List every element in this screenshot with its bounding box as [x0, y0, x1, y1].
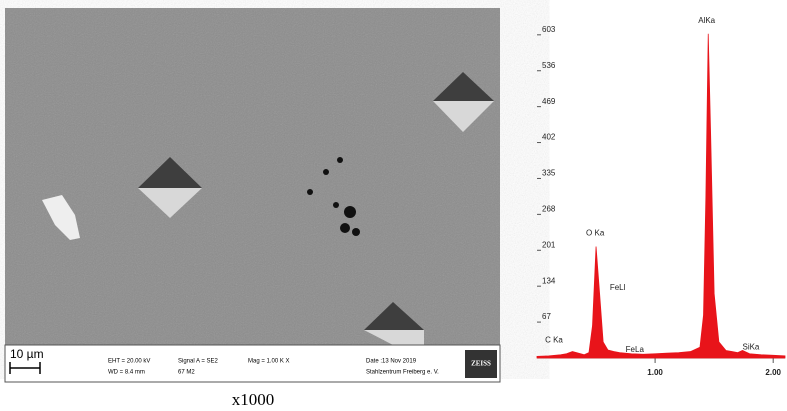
peak-label: AlKa: [698, 16, 715, 25]
caption: x1000: [232, 390, 275, 409]
y-tick-label: 335: [542, 169, 556, 178]
spectrum: 67 134 201 268 335 402 469 536 603 1.00 2.00 C Ka O …: [537, 16, 785, 377]
peak-label: O Ka: [586, 229, 605, 238]
y-tick-label: 603: [542, 25, 556, 34]
y-tick-label: 536: [542, 61, 556, 70]
scale-label: 10 µm: [10, 347, 44, 361]
page: {"sem_image": {"scale_bar": "10 µm", "eh…: [0, 0, 787, 411]
y-tick-label: 402: [542, 133, 556, 142]
brand: ZEISS: [471, 360, 491, 368]
sem-image: 10 µm EHT = 20.00 kV WD = 8.4 mm Signal …: [5, 8, 500, 409]
y-tick-label: 268: [542, 204, 556, 213]
spectrum-area: [537, 34, 785, 358]
y-tick-label: 201: [542, 240, 556, 249]
lab: Stahlzentrum Freiberg e. V.: [366, 370, 439, 376]
peak-label: FeLa: [626, 345, 645, 354]
sem-noise: [5, 8, 500, 345]
x-tick-label: 2.00: [765, 368, 781, 377]
y-tick-label: 134: [542, 276, 556, 285]
peak-label: FeLl: [610, 283, 626, 292]
peak-label: C Ka: [545, 336, 563, 345]
eht: EHT = 20.00 kV: [108, 359, 150, 365]
y-tick-label: 67: [542, 312, 551, 321]
detector: 67 M2: [178, 370, 195, 376]
wd: WD = 8.4 mm: [108, 370, 145, 376]
date: Date :13 Nov 2019: [366, 359, 417, 365]
y-tick-label: 469: [542, 97, 556, 106]
figure: 10 µm EHT = 20.00 kV WD = 8.4 mm Signal …: [0, 0, 787, 411]
mag: Mag = 1.00 K X: [248, 359, 290, 365]
peak-label: SiKa: [742, 343, 759, 352]
signal: Signal A = SE2: [178, 359, 219, 365]
x-tick-label: 1.00: [647, 368, 663, 377]
